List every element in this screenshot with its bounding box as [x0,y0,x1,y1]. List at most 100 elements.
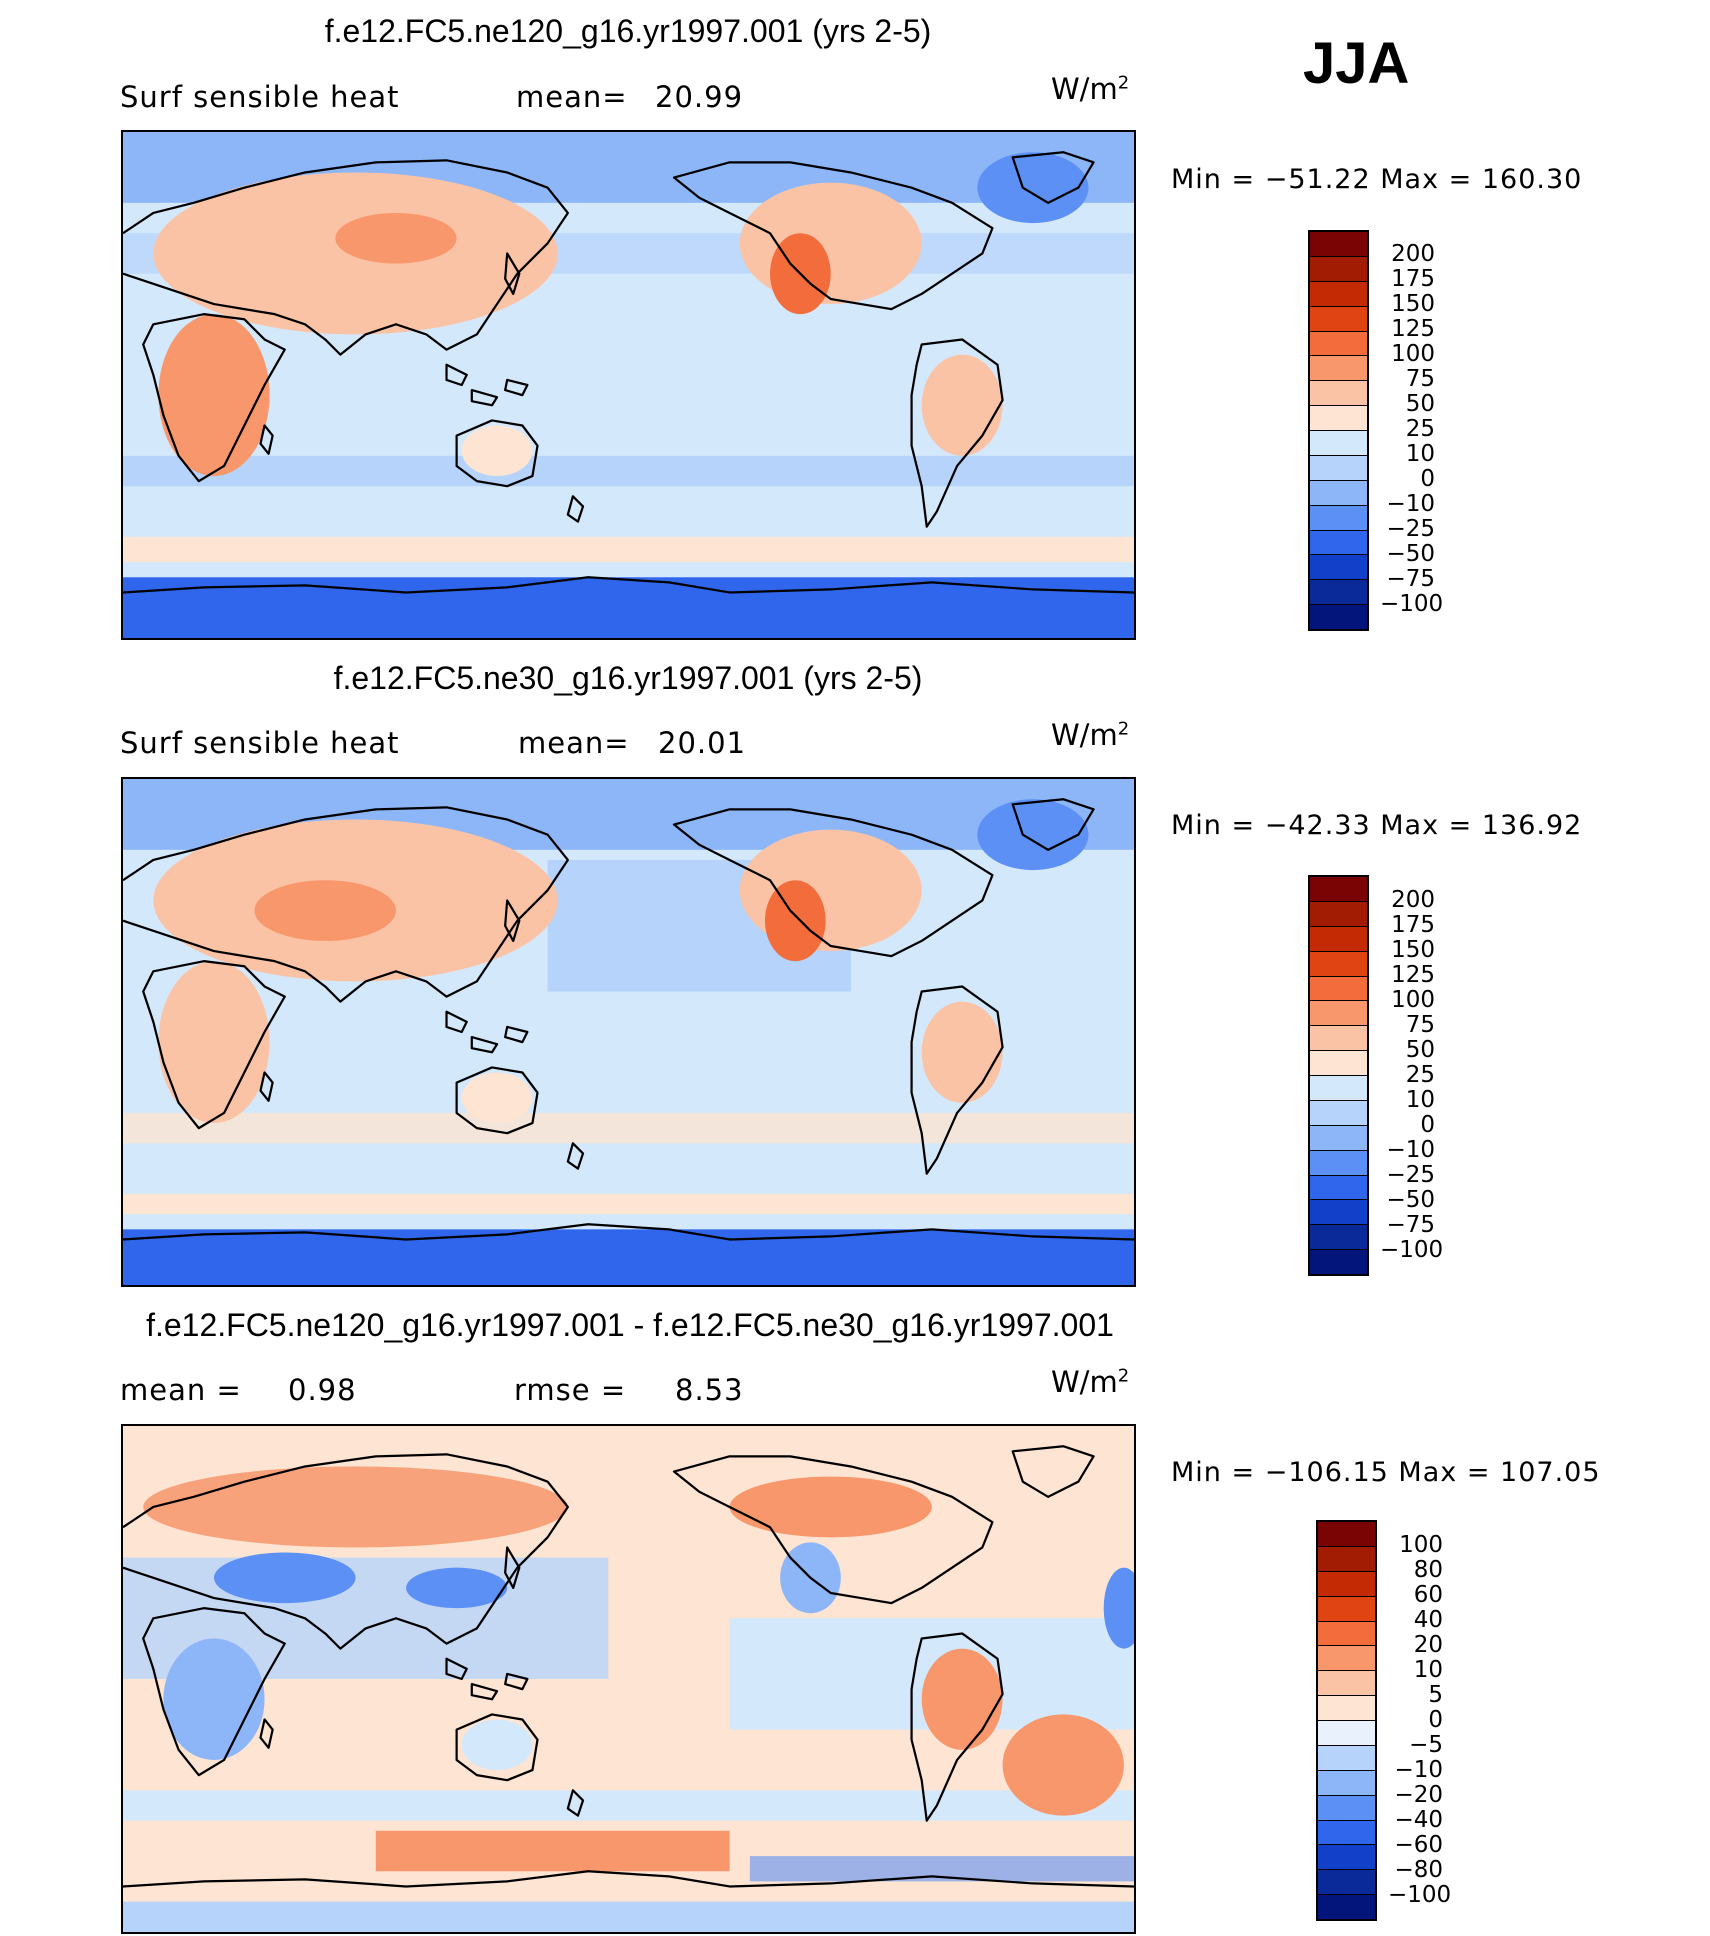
colorbar-swatch [1310,925,1367,951]
panel-3-title: f.e12.FC5.ne120_g16.yr1997.001 - f.e12.F… [146,1307,1114,1343]
colorbar-tick-label: 10 [1405,1087,1435,1113]
colorbar-swatch [1310,504,1367,530]
colorbar-swatch [1310,529,1367,555]
colorbar-swatch [1318,1645,1375,1671]
colorbar-swatch [1310,900,1367,926]
colorbar-tick-label: −60 [1394,1832,1443,1858]
colorbar-tick-label: −25 [1386,1162,1435,1188]
colorbar-tick-label: 80 [1413,1557,1443,1583]
panel-2-units: W/m2 [1051,718,1130,752]
colorbar-tick-label: −10 [1386,491,1435,517]
colorbar-tick-label: 25 [1405,1062,1435,1088]
panel-3-mean-value: 0.98 [288,1373,357,1407]
colorbar-tick-label: −50 [1386,1187,1435,1213]
panel-1-mean-value: 20.99 [655,80,744,114]
panel-1-map [121,130,1136,640]
colorbar-swatch [1310,950,1367,976]
colorbar-tick-label: 125 [1391,962,1435,988]
colorbar-swatch [1318,1570,1375,1596]
colorbar-swatch [1310,454,1367,480]
colorbar-tick-label: 75 [1405,1012,1435,1038]
colorbar-tick-label: 100 [1391,987,1435,1013]
colorbar-tick-label: −100 [1380,1237,1444,1263]
colorbar-swatch [1310,430,1367,455]
colorbar-tick-label: −75 [1386,566,1435,592]
colorbar-tick-label: 175 [1391,912,1435,938]
colorbar-swatch [1310,330,1367,356]
colorbar-tick-label: 125 [1391,316,1435,342]
colorbar-swatch [1310,305,1367,331]
season-label: JJA [1303,31,1410,96]
colorbar-swatch [1310,1199,1367,1225]
colorbar-tick-label: 25 [1405,416,1435,442]
colorbar-swatch [1318,1844,1375,1870]
colorbar-swatch [1318,1522,1375,1546]
colorbar-tick-label: −50 [1386,541,1435,567]
colorbar-swatch [1310,1149,1367,1175]
colorbar-swatch [1318,1769,1375,1795]
panel-1-colorbar-labels: 200 175 150 125 100 75 50 25 10 0 −10 −25 −50 −75 −100 [1380,241,1443,617]
panel-1-title: f.e12.FC5.ne120_g16.yr1997.001 (yrs 2-5) [324,13,932,49]
colorbar-tick-label: 50 [1405,1037,1435,1063]
colorbar-tick-label: 40 [1413,1607,1443,1633]
panel-1-variable-label: Surf sensible heat [120,80,400,114]
colorbar-tick-label: 0 [1420,1112,1435,1138]
colorbar-swatch [1318,1869,1375,1895]
colorbar-swatch [1310,255,1367,281]
colorbar-swatch [1310,1025,1367,1051]
colorbar-swatch [1310,405,1367,430]
colorbar-swatch [1310,280,1367,306]
colorbar-tick-label: 150 [1391,291,1435,317]
panel-3-colorbar-labels: 100 80 60 40 20 10 5 0 −5 −10 −20 −40 −60 −80 −100 [1388,1532,1452,1908]
panel-3-mean-label: mean = [120,1373,242,1407]
colorbar-swatch [1318,1695,1375,1720]
colorbar-swatch [1310,975,1367,1001]
panel-2-colorbar [1308,875,1369,1276]
colorbar-swatch [1318,1819,1375,1845]
panel-2-mean-label: mean= [518,726,630,760]
colorbar-tick-label: −100 [1388,1882,1452,1908]
colorbar-tick-label: 10 [1405,441,1435,467]
colorbar-tick-label: −80 [1394,1857,1443,1883]
panel-3-units: W/m2 [1051,1365,1130,1399]
panel-3-map [121,1424,1136,1934]
colorbar-swatch [1318,1894,1375,1919]
colorbar-swatch [1318,1720,1375,1745]
colorbar-swatch [1310,1174,1367,1200]
colorbar-tick-label: 75 [1405,366,1435,392]
colorbar-swatch [1318,1620,1375,1646]
colorbar-swatch [1310,355,1367,381]
colorbar-swatch [1318,1595,1375,1621]
colorbar-swatch [1318,1794,1375,1820]
colorbar-tick-label: −10 [1386,1137,1435,1163]
colorbar-tick-label: 100 [1399,1532,1443,1558]
colorbar-swatch [1310,1000,1367,1026]
colorbar-swatch [1310,1075,1367,1100]
colorbar-swatch [1310,1224,1367,1250]
colorbar-swatch [1318,1670,1375,1696]
colorbar-swatch [1310,877,1367,901]
colorbar-tick-label: 0 [1428,1707,1443,1733]
colorbar-tick-label: 20 [1413,1632,1443,1658]
panel-2-colorbar-labels: 200 175 150 125 100 75 50 25 10 0 −10 −25 −50 −75 −100 [1380,887,1444,1263]
colorbar-tick-label: −5 [1409,1732,1443,1758]
panel-2-variable-label: Surf sensible heat [120,726,400,760]
colorbar-tick-label: 5 [1428,1682,1443,1708]
colorbar-tick-label: −40 [1394,1807,1443,1833]
colorbar-tick-label: −75 [1386,1212,1435,1238]
colorbar-swatch [1310,1124,1367,1150]
colorbar-swatch [1318,1744,1375,1770]
colorbar-swatch [1318,1545,1375,1571]
colorbar-tick-label: 200 [1391,241,1435,267]
colorbar-tick-label: 150 [1391,937,1435,963]
colorbar-swatch [1310,1099,1367,1125]
colorbar-tick-label: 200 [1391,887,1435,913]
colorbar-tick-label: 0 [1420,466,1435,492]
panel-1-colorbar [1308,230,1369,631]
colorbar-tick-label: −10 [1394,1757,1443,1783]
panel-1-mean-label: mean= [516,80,628,114]
panel-1-units: W/m2 [1051,72,1130,106]
colorbar-tick-label: 50 [1405,391,1435,417]
colorbar-tick-label: 60 [1413,1582,1443,1608]
colorbar-tick-label: 10 [1413,1657,1443,1683]
